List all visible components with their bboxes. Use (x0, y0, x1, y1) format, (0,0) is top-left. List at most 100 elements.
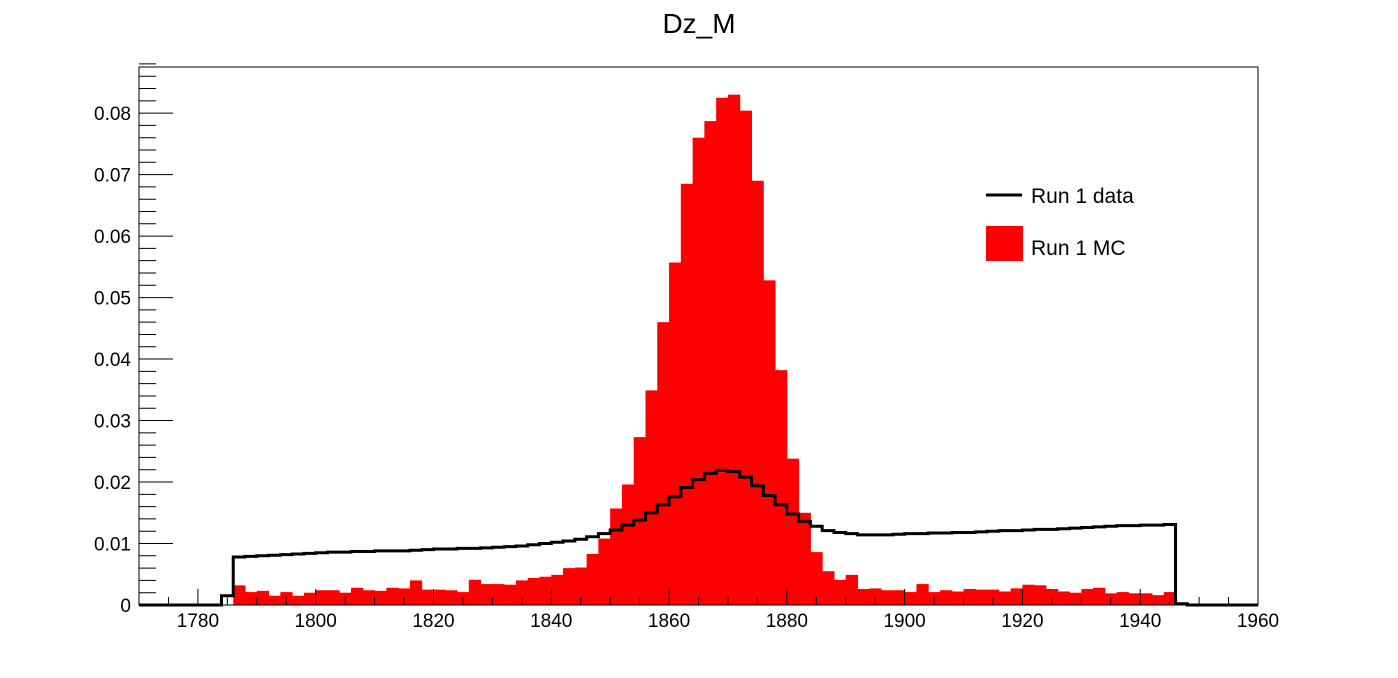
mc-bar (374, 590, 387, 605)
mc-bar (398, 588, 411, 605)
legend-label-data: Run 1 data (1031, 185, 1134, 208)
mc-bar (892, 590, 906, 605)
mc-bar (763, 280, 776, 605)
mc-bar (669, 262, 682, 605)
mc-bar (492, 584, 505, 605)
mc-bar (1128, 593, 1141, 605)
x-tick-label: 1800 (295, 611, 337, 632)
mc-bar (386, 587, 399, 605)
x-tick-label: 1840 (530, 611, 572, 632)
mc-bar (857, 589, 870, 605)
y-tick-label: 0.08 (94, 104, 131, 125)
data-histogram-line (139, 468, 1258, 607)
x-tick-label: 1940 (1119, 611, 1161, 632)
mc-bar (315, 590, 328, 605)
mc-bar (433, 589, 446, 605)
y-tick-label: 0.06 (94, 227, 131, 248)
mc-bar (610, 508, 623, 605)
mc-bar (598, 538, 611, 605)
y-tick-label: 0.05 (94, 289, 131, 310)
mc-bar (786, 458, 800, 605)
y-tick-label: 0 (120, 596, 131, 617)
mc-bar (939, 590, 953, 605)
mc-bar (975, 589, 988, 605)
mc-bar (1081, 589, 1094, 605)
chart-title: Dz_M (662, 8, 735, 39)
mc-bar (233, 585, 246, 605)
mc-bar (845, 574, 859, 605)
mc-bar (716, 97, 729, 605)
mc-bar (692, 137, 705, 606)
mc-bar (504, 584, 517, 605)
y-tick-label: 0.01 (94, 535, 131, 556)
mc-bar (881, 590, 894, 605)
mc-bar (586, 553, 599, 605)
mc-bar (621, 484, 635, 605)
legend: Run 1 data Run 1 MC (986, 185, 1134, 261)
x-axis: 1780 1800 1820 1840 1860 1880 1900 1920 1940 1960 (138, 589, 1279, 632)
mc-bar (563, 568, 576, 605)
y-axis: 0 0.01 0.02 0.03 0.04 0.05 0.06 0.07 0.08 (94, 63, 173, 617)
mc-bar (657, 322, 670, 605)
x-tick-label: 1860 (648, 611, 690, 632)
mc-bar (727, 94, 741, 605)
mc-histogram-bars (233, 94, 1177, 606)
mc-bar (904, 592, 917, 605)
mc-bar (480, 584, 493, 605)
mc-bar (916, 584, 929, 605)
mc-bar (409, 580, 423, 605)
y-tick-label: 0.02 (94, 473, 131, 494)
mc-bar (527, 577, 540, 605)
mc-bar (963, 589, 976, 605)
mc-bar (1151, 595, 1165, 605)
mc-bar (468, 579, 482, 605)
mc-bar (1069, 592, 1082, 605)
y-tick-label: 0.07 (94, 166, 131, 187)
x-tick-label: 1820 (412, 611, 454, 632)
x-tick-label: 1780 (177, 611, 219, 632)
mc-bar (1116, 592, 1129, 605)
y-tick-label: 0.04 (94, 350, 131, 371)
legend-swatch-mc (986, 226, 1023, 261)
mc-bar (645, 390, 658, 605)
mc-bar (998, 591, 1012, 605)
mc-bar (704, 121, 717, 606)
mc-bar (775, 370, 788, 605)
mc-bar (551, 574, 564, 605)
mc-bar (268, 595, 281, 605)
mc-bar (833, 579, 847, 605)
mc-bar (751, 180, 764, 605)
mc-bar (327, 590, 340, 605)
x-tick-label: 1960 (1237, 611, 1279, 632)
x-tick-label: 1880 (766, 611, 808, 632)
mc-bar (810, 552, 823, 605)
mc-bar (539, 576, 552, 605)
mc-bar (1010, 588, 1023, 605)
mc-bar (798, 512, 811, 605)
mc-bar (1140, 593, 1153, 605)
mc-bar (1093, 587, 1106, 605)
mc-bar (869, 588, 882, 605)
mc-bar (574, 567, 588, 605)
mc-bar (303, 592, 317, 605)
mc-bar (292, 595, 305, 605)
mc-bar (351, 587, 364, 605)
mc-bar (445, 590, 458, 605)
mc-bar (245, 592, 258, 605)
mc-bar (951, 591, 965, 605)
mc-bar (421, 589, 434, 605)
mc-bar (362, 590, 376, 605)
x-tick-label: 1900 (883, 611, 925, 632)
mc-bar (515, 580, 529, 605)
mc-bar (1022, 584, 1035, 605)
legend-label-mc: Run 1 MC (1031, 237, 1126, 260)
mc-bar (1057, 591, 1071, 605)
mc-bar (1034, 585, 1047, 605)
y-tick-label: 0.03 (94, 412, 131, 433)
mc-bar (739, 110, 753, 606)
mc-bar (680, 183, 694, 605)
x-tick-label: 1920 (1001, 611, 1043, 632)
mc-bar (822, 571, 835, 605)
